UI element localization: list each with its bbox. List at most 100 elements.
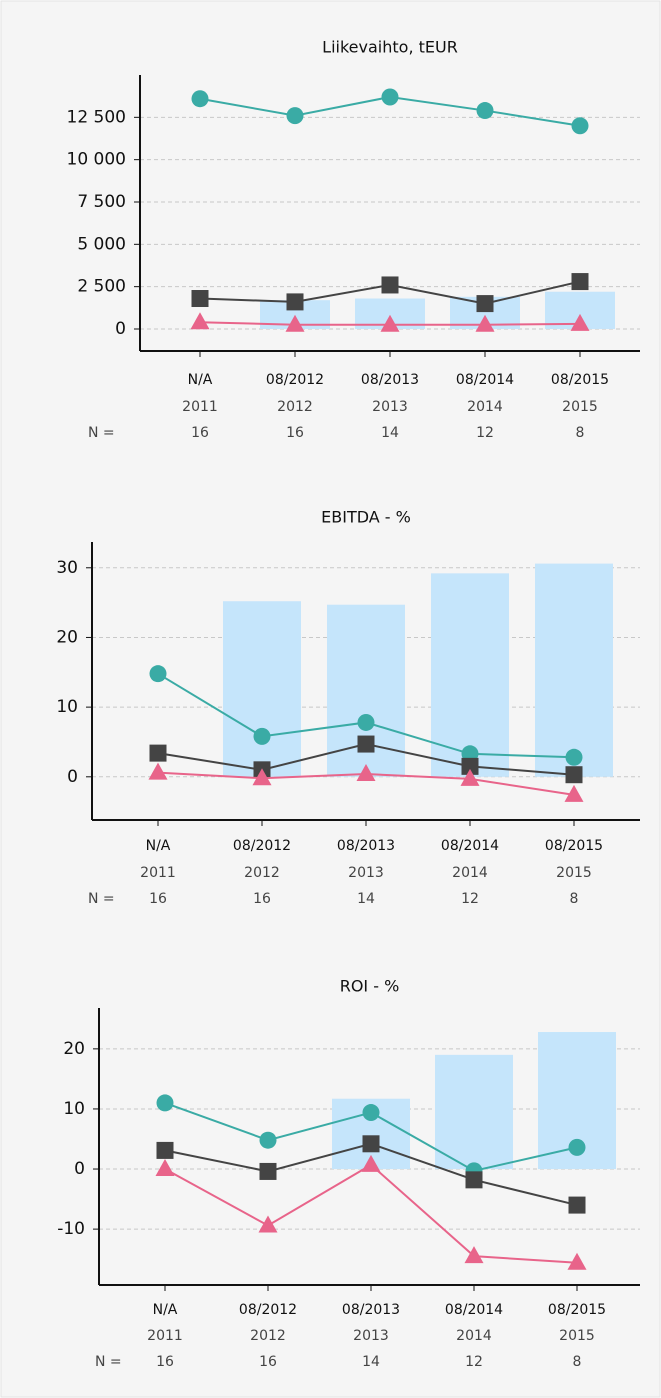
marker xyxy=(258,1215,278,1233)
bar xyxy=(535,563,613,777)
marker xyxy=(286,107,304,125)
marker xyxy=(476,295,494,313)
year-label: 2013 xyxy=(372,399,408,415)
marker xyxy=(285,314,305,332)
marker xyxy=(362,1135,380,1153)
count-label: 16 xyxy=(286,425,304,441)
marker xyxy=(357,735,375,753)
marker xyxy=(252,768,272,786)
count-row-label: N = xyxy=(95,1354,122,1370)
marker xyxy=(361,1154,381,1172)
marker xyxy=(570,313,590,331)
count-label: 12 xyxy=(465,1354,483,1370)
count-label: 8 xyxy=(570,891,579,907)
marker xyxy=(253,727,271,745)
count-label: 12 xyxy=(461,891,479,907)
year-label: 2011 xyxy=(147,1328,183,1344)
count-label: 16 xyxy=(253,891,271,907)
marker xyxy=(465,1171,483,1189)
marker xyxy=(565,766,583,784)
year-label: 2012 xyxy=(250,1328,286,1344)
marker xyxy=(380,314,400,332)
x-tick-label: 08/2012 xyxy=(233,838,291,854)
marker xyxy=(357,713,375,731)
x-tick-label: 08/2013 xyxy=(361,372,419,388)
y-tick-label: 0 xyxy=(115,319,126,339)
marker xyxy=(568,1196,586,1214)
marker xyxy=(567,1252,587,1270)
count-row-label: N = xyxy=(88,425,115,441)
count-label: 16 xyxy=(259,1354,277,1370)
count-label: 12 xyxy=(476,425,494,441)
marker xyxy=(286,293,304,311)
count-label: 8 xyxy=(576,425,585,441)
marker xyxy=(461,757,479,775)
x-tick-label: 08/2014 xyxy=(456,372,514,388)
marker xyxy=(571,117,589,135)
year-label: 2012 xyxy=(277,399,313,415)
x-tick-label: 08/2014 xyxy=(441,838,499,854)
marker xyxy=(460,768,480,786)
year-label: 2012 xyxy=(244,865,280,881)
x-tick-label: N/A xyxy=(153,1302,178,1318)
year-label: 2011 xyxy=(182,399,218,415)
marker xyxy=(156,1094,174,1112)
year-label: 2014 xyxy=(456,1328,492,1344)
x-tick-label: 08/2015 xyxy=(548,1302,606,1318)
y-tick-label: 30 xyxy=(56,558,78,578)
count-label: 14 xyxy=(381,425,399,441)
marker xyxy=(475,314,495,332)
marker xyxy=(476,102,494,120)
marker xyxy=(148,762,168,780)
y-tick-label: 20 xyxy=(56,627,78,647)
y-tick-label: 12 500 xyxy=(67,107,126,127)
year-label: 2014 xyxy=(467,399,503,415)
marker xyxy=(191,90,209,108)
x-tick-label: 08/2012 xyxy=(266,372,324,388)
chart-title: EBITDA - % xyxy=(321,508,411,527)
marker xyxy=(259,1131,277,1149)
marker xyxy=(565,748,583,766)
marker xyxy=(191,290,209,308)
count-label: 16 xyxy=(149,891,167,907)
marker xyxy=(464,1246,484,1264)
y-tick-label: 10 000 xyxy=(67,150,126,170)
marker xyxy=(571,273,589,291)
marker xyxy=(362,1104,380,1122)
marker xyxy=(381,88,399,106)
x-tick-label: 08/2013 xyxy=(337,838,395,854)
count-label: 16 xyxy=(156,1354,174,1370)
count-label: 8 xyxy=(573,1354,582,1370)
marker xyxy=(356,764,376,782)
year-label: 2015 xyxy=(562,399,598,415)
y-tick-label: 2 500 xyxy=(77,277,126,297)
marker xyxy=(381,276,399,294)
x-tick-label: N/A xyxy=(146,838,171,854)
year-label: 2011 xyxy=(140,865,176,881)
year-label: 2014 xyxy=(452,865,488,881)
count-label: 16 xyxy=(191,425,209,441)
marker xyxy=(149,665,167,683)
bar xyxy=(435,1054,513,1170)
count-label: 14 xyxy=(357,891,375,907)
year-label: 2013 xyxy=(348,865,384,881)
y-tick-label: 0 xyxy=(74,1159,85,1179)
marker xyxy=(156,1141,174,1159)
marker xyxy=(149,744,167,762)
x-tick-label: 08/2015 xyxy=(545,838,603,854)
count-row-label: N = xyxy=(88,891,115,907)
chart-title: Liikevaihto, tEUR xyxy=(322,38,458,57)
y-tick-label: 20 xyxy=(63,1039,85,1059)
count-label: 14 xyxy=(362,1354,380,1370)
x-tick-label: 08/2015 xyxy=(551,372,609,388)
y-tick-label: 7 500 xyxy=(77,192,126,212)
x-tick-label: 08/2014 xyxy=(445,1302,503,1318)
y-tick-label: 5 000 xyxy=(77,234,126,254)
year-label: 2015 xyxy=(559,1328,595,1344)
bar xyxy=(223,601,301,777)
y-tick-label: 0 xyxy=(67,767,78,787)
marker xyxy=(259,1162,277,1180)
y-tick-label: 10 xyxy=(56,697,78,717)
